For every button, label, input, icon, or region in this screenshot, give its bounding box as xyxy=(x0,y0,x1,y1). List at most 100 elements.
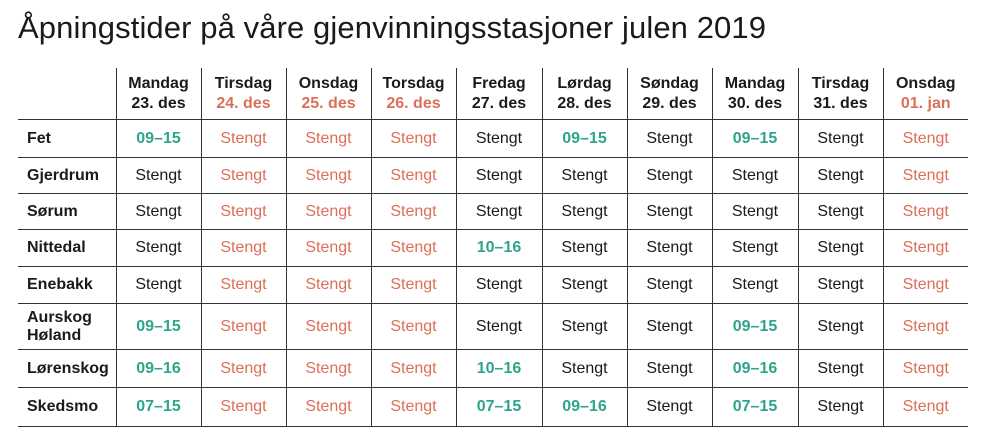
day-name: Søndag xyxy=(640,74,699,92)
hours-cell: Stengt xyxy=(797,229,883,267)
table-row: Aurskog Høland 09–15 Stengt Stengt Stengt Ste… xyxy=(18,303,968,350)
station-name: Enebakk xyxy=(18,266,116,304)
hours-cell: Stengt xyxy=(200,349,286,388)
hours-cell: Stengt xyxy=(370,266,456,304)
station-name: Nittedal xyxy=(18,229,116,267)
hours-cell: Stengt xyxy=(541,229,627,267)
hours-cell: Stengt xyxy=(370,349,456,388)
hours-cell: Stengt xyxy=(797,266,883,304)
hours-cell: Stengt xyxy=(285,119,371,158)
corner-cell xyxy=(18,68,116,120)
hours-cell: Stengt xyxy=(200,387,286,427)
hours-cell: 07–15 xyxy=(455,387,542,427)
hours-cell: Stengt xyxy=(370,229,456,267)
hours-cell: Stengt xyxy=(115,229,201,267)
day-name: Onsdag xyxy=(895,74,956,92)
hours-cell: Stengt xyxy=(797,349,883,388)
table-row: Lørenskog 09–16 Stengt Stengt Stengt 10–16 Ste… xyxy=(18,349,968,388)
day-header: Fredag 27. des xyxy=(455,68,542,120)
opening-hours-table: Mandag 23. des Tirsdag 24. des Onsdag 25. des… xyxy=(18,68,968,427)
day-header: Søndag 29. des xyxy=(626,68,712,120)
hours-cell: Stengt xyxy=(711,157,798,194)
hours-cell: Stengt xyxy=(200,119,286,158)
station-name: Lørenskog xyxy=(18,349,116,388)
hours-cell: Stengt xyxy=(626,303,712,350)
hours-cell: 07–15 xyxy=(711,387,798,427)
hours-cell: Stengt xyxy=(200,193,286,230)
hours-cell: Stengt xyxy=(541,303,627,350)
table-row: Sørum Stengt Stengt Stengt Stengt Stengt Steng… xyxy=(18,193,968,230)
hours-cell: 09–15 xyxy=(541,119,627,158)
day-header: Mandag 30. des xyxy=(711,68,798,120)
hours-cell: Stengt xyxy=(882,119,968,158)
day-header: Torsdag 26. des xyxy=(370,68,456,120)
hours-cell: Stengt xyxy=(455,119,542,158)
hours-cell: Stengt xyxy=(882,193,968,230)
hours-cell: 09–15 xyxy=(115,303,201,350)
hours-cell: Stengt xyxy=(626,193,712,230)
hours-cell: 09–15 xyxy=(115,119,201,158)
hours-cell: Stengt xyxy=(370,387,456,427)
hours-cell: Stengt xyxy=(541,193,627,230)
day-date: 25. des xyxy=(301,94,356,112)
day-date: 26. des xyxy=(386,94,441,112)
hours-cell: Stengt xyxy=(455,266,542,304)
hours-cell: Stengt xyxy=(626,157,712,194)
hours-cell: Stengt xyxy=(370,119,456,158)
day-header: Tirsdag 24. des xyxy=(200,68,286,120)
day-date: 01. jan xyxy=(900,94,951,112)
hours-cell: Stengt xyxy=(626,229,712,267)
station-name: Skedsmo xyxy=(18,387,116,427)
hours-cell: Stengt xyxy=(455,303,542,350)
hours-cell: 09–15 xyxy=(711,303,798,350)
hours-cell: Stengt xyxy=(115,157,201,194)
hours-cell: Stengt xyxy=(200,303,286,350)
header-row: Mandag 23. des Tirsdag 24. des Onsdag 25. des… xyxy=(18,68,968,120)
day-date: 28. des xyxy=(557,94,612,112)
hours-cell: Stengt xyxy=(285,266,371,304)
day-date: 30. des xyxy=(727,94,783,112)
station-name: Aurskog Høland xyxy=(18,303,116,350)
day-header: Tirsdag 31. des xyxy=(797,68,883,120)
hours-cell: Stengt xyxy=(115,193,201,230)
hours-cell: Stengt xyxy=(541,266,627,304)
hours-cell: Stengt xyxy=(626,349,712,388)
hours-cell: Stengt xyxy=(285,193,371,230)
hours-cell: Stengt xyxy=(200,157,286,194)
day-date: 27. des xyxy=(471,94,527,112)
hours-cell: Stengt xyxy=(370,303,456,350)
station-name: Gjerdrum xyxy=(18,157,116,194)
hours-cell: Stengt xyxy=(711,266,798,304)
hours-cell: Stengt xyxy=(882,387,968,427)
hours-cell: Stengt xyxy=(626,266,712,304)
hours-cell: Stengt xyxy=(285,157,371,194)
hours-cell: 10–16 xyxy=(455,229,542,267)
hours-cell: Stengt xyxy=(370,157,456,194)
hours-cell: Stengt xyxy=(455,157,542,194)
hours-cell: Stengt xyxy=(626,387,712,427)
table-row: Skedsmo 07–15 Stengt Stengt Stengt 07–15 09–16… xyxy=(18,387,968,427)
day-date: 24. des xyxy=(216,94,271,112)
station-name: Sørum xyxy=(18,193,116,230)
hours-cell: Stengt xyxy=(711,193,798,230)
day-name: Mandag xyxy=(724,74,786,92)
hours-cell: Stengt xyxy=(455,193,542,230)
hours-cell: 09–16 xyxy=(541,387,627,427)
day-date: 23. des xyxy=(131,94,186,112)
table-row: Gjerdrum Stengt Stengt Stengt Stengt Stengt St… xyxy=(18,157,968,194)
hours-cell: 09–16 xyxy=(711,349,798,388)
hours-cell: Stengt xyxy=(882,157,968,194)
hours-cell: Stengt xyxy=(541,157,627,194)
hours-cell: 09–16 xyxy=(115,349,201,388)
hours-cell: Stengt xyxy=(797,157,883,194)
day-name: Tirsdag xyxy=(811,74,870,92)
hours-cell: Stengt xyxy=(541,349,627,388)
table-row: Fet 09–15 Stengt Stengt Stengt Stengt 09–15 Ste… xyxy=(18,119,968,158)
page-title: Åpningstider på våre gjenvinningsstasjon… xyxy=(18,10,767,45)
hours-cell: Stengt xyxy=(797,387,883,427)
day-name: Onsdag xyxy=(298,74,359,92)
day-name: Mandag xyxy=(128,74,189,92)
hours-cell: Stengt xyxy=(797,119,883,158)
hours-cell: Stengt xyxy=(200,229,286,267)
hours-cell: 07–15 xyxy=(115,387,201,427)
